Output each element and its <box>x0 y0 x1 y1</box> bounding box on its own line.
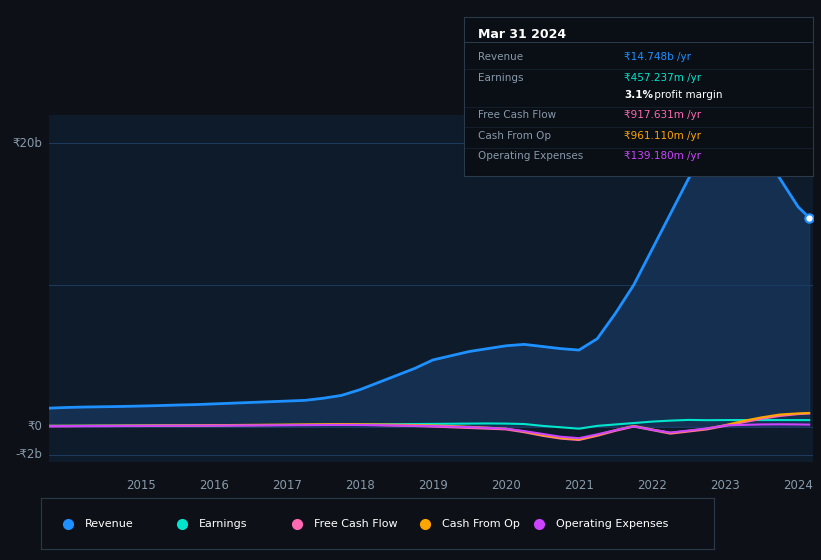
Text: Revenue: Revenue <box>85 519 134 529</box>
Text: Mar 31 2024: Mar 31 2024 <box>478 28 566 41</box>
Text: 2015: 2015 <box>126 479 155 492</box>
Text: 2022: 2022 <box>637 479 667 492</box>
Text: 2017: 2017 <box>272 479 301 492</box>
Text: 2024: 2024 <box>783 479 813 492</box>
Text: -₹2b: -₹2b <box>16 449 43 461</box>
Text: 2023: 2023 <box>710 479 740 492</box>
Text: 2021: 2021 <box>564 479 594 492</box>
Text: 3.1%: 3.1% <box>624 90 654 100</box>
Text: Cash From Op: Cash From Op <box>478 130 551 141</box>
Text: ₹20b: ₹20b <box>12 137 43 150</box>
Text: Free Cash Flow: Free Cash Flow <box>478 110 556 120</box>
Text: 2019: 2019 <box>418 479 447 492</box>
Text: ₹0: ₹0 <box>27 420 43 433</box>
Text: Earnings: Earnings <box>478 73 523 83</box>
Text: Free Cash Flow: Free Cash Flow <box>314 519 397 529</box>
Text: Operating Expenses: Operating Expenses <box>556 519 668 529</box>
Text: 2020: 2020 <box>491 479 521 492</box>
Text: ₹139.180m /yr: ₹139.180m /yr <box>624 151 701 161</box>
Text: 2016: 2016 <box>199 479 228 492</box>
Text: Cash From Op: Cash From Op <box>442 519 520 529</box>
Text: Earnings: Earnings <box>200 519 248 529</box>
Text: ₹14.748b /yr: ₹14.748b /yr <box>624 52 691 62</box>
Text: ₹961.110m /yr: ₹961.110m /yr <box>624 130 701 141</box>
Text: ₹457.237m /yr: ₹457.237m /yr <box>624 73 701 83</box>
Text: Revenue: Revenue <box>478 52 523 62</box>
Text: 2018: 2018 <box>345 479 374 492</box>
Text: profit margin: profit margin <box>650 90 722 100</box>
Text: Operating Expenses: Operating Expenses <box>478 151 583 161</box>
Text: ₹917.631m /yr: ₹917.631m /yr <box>624 110 701 120</box>
